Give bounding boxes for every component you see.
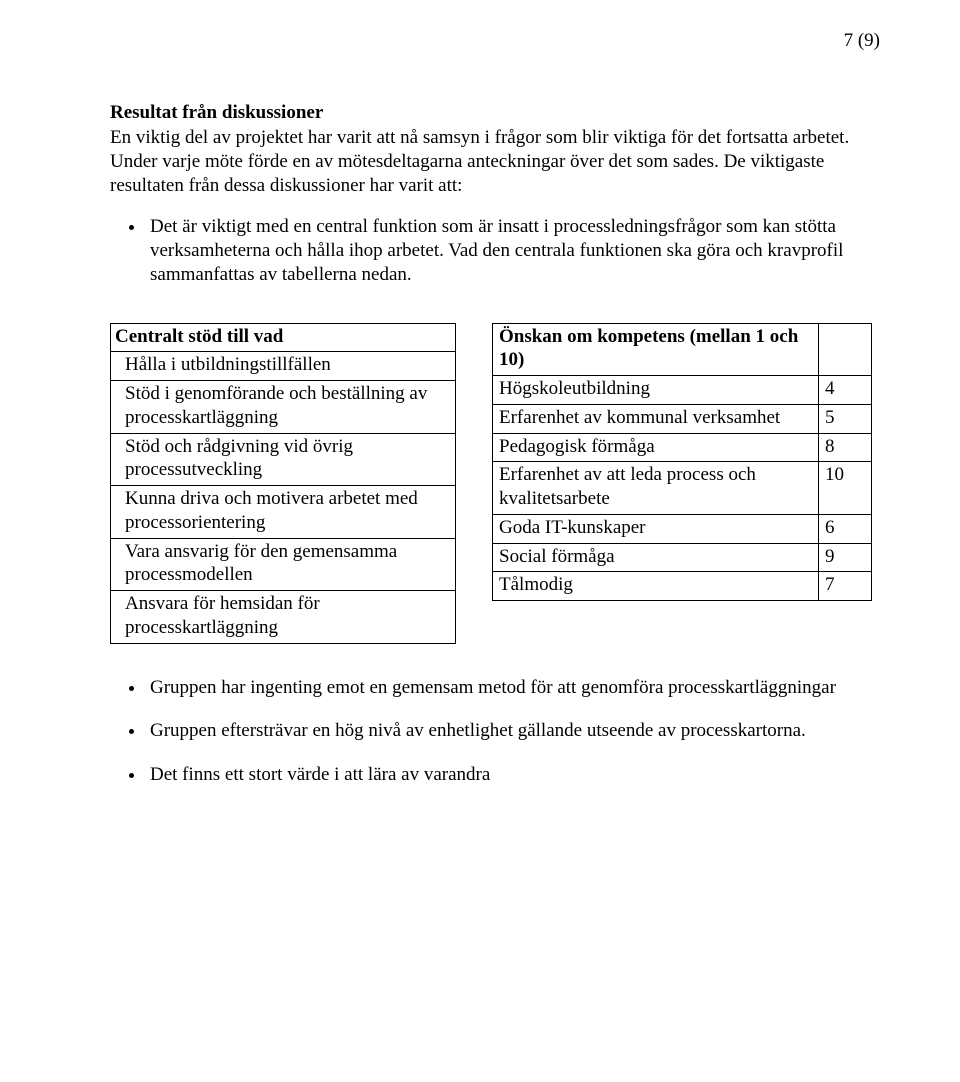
left-table-header: Centralt stöd till vad (111, 323, 456, 352)
right-table-value: 10 (819, 462, 872, 515)
right-table-label: Goda IT-kunskaper (493, 514, 819, 543)
right-table-label: Pedagogisk förmåga (493, 433, 819, 462)
left-table: Centralt stöd till vad Hålla i utbildnin… (110, 323, 456, 644)
left-table-cell: Vara ansvarig för den gemensamma process… (111, 538, 456, 591)
bullet-item: Det är viktigt med en central funktion s… (146, 215, 880, 286)
page: 7 (9) Resultat från diskussioner En vikt… (0, 0, 960, 837)
bullet-list-bottom: Gruppen har ingenting emot en gemensam m… (146, 676, 880, 787)
bullet-item: Gruppen har ingenting emot en gemensam m… (146, 676, 880, 700)
right-table-label: Erfarenhet av att leda process och kvali… (493, 462, 819, 515)
right-table-label: Erfarenhet av kommunal verksamhet (493, 404, 819, 433)
right-table-header: Önskan om kompetens (mellan 1 och 10) (493, 323, 819, 376)
right-table-value: 9 (819, 543, 872, 572)
right-table-value: 4 (819, 376, 872, 405)
right-table-label: Högskoleutbildning (493, 376, 819, 405)
right-table-header-blank (819, 323, 872, 376)
right-table-value: 7 (819, 572, 872, 601)
intro-paragraph: En viktig del av projektet har varit att… (110, 126, 880, 197)
left-table-cell: Hålla i utbildningstillfällen (111, 352, 456, 381)
right-table-label: Tålmodig (493, 572, 819, 601)
bullet-item: Gruppen eftersträvar en hög nivå av enhe… (146, 719, 880, 743)
right-table-value: 6 (819, 514, 872, 543)
right-table: Önskan om kompetens (mellan 1 och 10) Hö… (492, 323, 872, 602)
bullet-list-top: Det är viktigt med en central funktion s… (146, 215, 880, 286)
bullet-item: Det finns ett stort värde i att lära av … (146, 763, 880, 787)
right-table-value: 5 (819, 404, 872, 433)
right-table-label: Social förmåga (493, 543, 819, 572)
tables-row: Centralt stöd till vad Hålla i utbildnin… (110, 323, 880, 644)
left-table-cell: Stöd i genomförande och beställning av p… (111, 381, 456, 434)
right-table-value: 8 (819, 433, 872, 462)
left-table-cell: Kunna driva och motivera arbetet med pro… (111, 486, 456, 539)
page-number: 7 (9) (110, 30, 880, 52)
left-table-cell: Stöd och rådgivning vid övrig processutv… (111, 433, 456, 486)
left-table-cell: Ansvara för hemsidan för processkartlägg… (111, 591, 456, 644)
section-title: Resultat från diskussioner (110, 102, 880, 124)
